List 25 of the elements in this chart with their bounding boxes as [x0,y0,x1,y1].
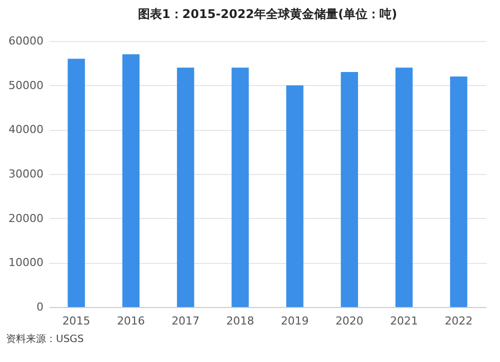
bar [340,72,358,307]
bar [286,85,304,307]
chart-title: 图表1：2015-2022年全球黄金储量(单位：吨) [138,7,398,21]
y-tick-label: 60000 [8,34,44,48]
y-tick-label: 40000 [8,123,44,136]
bar [450,76,468,307]
x-tick-label: 2020 [335,314,364,328]
x-tick-label: 2018 [226,314,254,328]
bar [68,58,85,307]
y-tick-label: 50000 [8,78,44,92]
bar [395,68,413,307]
x-tick-label: 2022 [444,314,473,328]
x-tick-label: 2017 [172,314,200,328]
x-tick-label: 2019 [280,314,309,328]
y-tick-label: 0 [36,300,44,314]
x-tick-label: 2021 [390,314,418,328]
bar [122,54,140,307]
y-tick-label: 10000 [8,256,44,270]
x-tick-label: 2016 [116,314,145,328]
text: 资料来源：USGS [5,332,85,346]
bar [176,68,194,307]
y-tick-label: 20000 [8,212,44,225]
bar [232,68,249,307]
y-tick-label: 30000 [8,168,44,180]
x-tick-label: 2015 [62,314,90,328]
